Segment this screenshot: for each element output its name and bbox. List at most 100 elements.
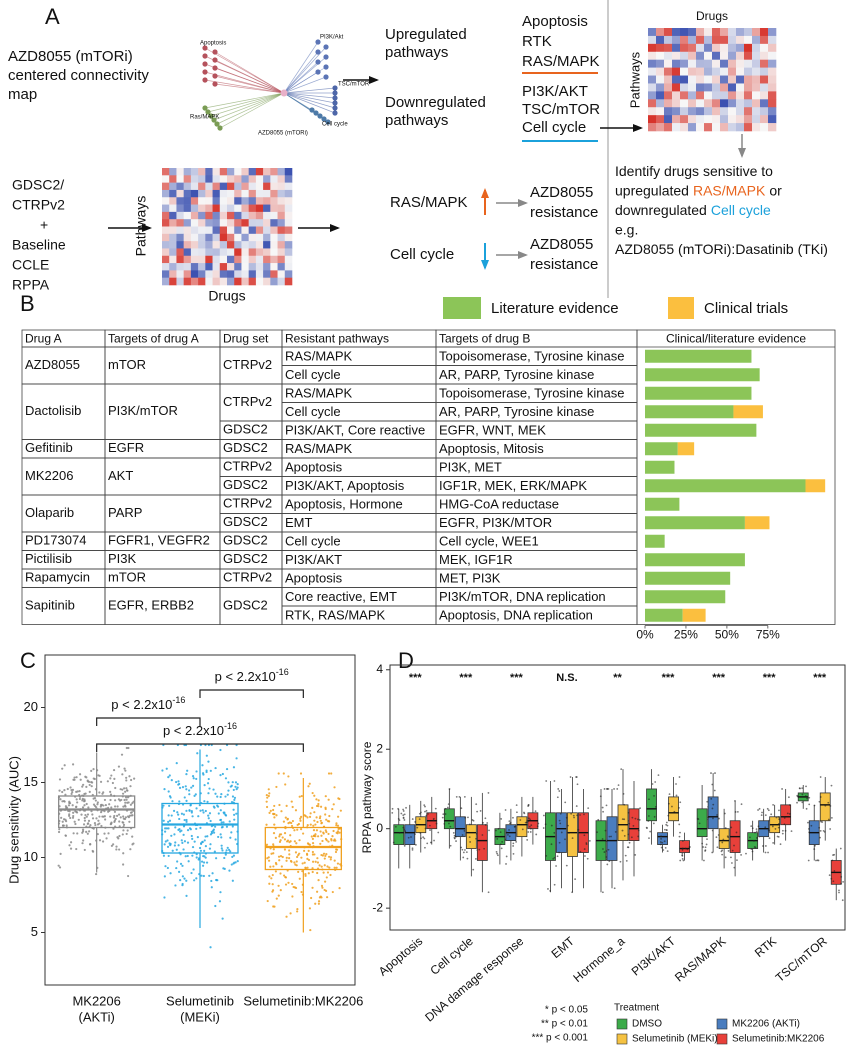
jitter-point <box>514 825 516 828</box>
jitter-point <box>273 804 276 808</box>
y-tick-label: 10 <box>24 849 38 864</box>
x-tick-label: Selumetinib:MK2206 <box>243 993 363 1008</box>
jitter-point <box>686 848 689 851</box>
jitter-point <box>433 839 435 842</box>
heatmap-cell <box>664 67 673 76</box>
jitter-point <box>730 826 733 829</box>
jitter-point <box>204 835 207 838</box>
heatmap-cell <box>241 255 249 264</box>
jitter-point <box>416 826 419 829</box>
jitter-point <box>195 877 198 880</box>
jitter-point <box>193 879 196 882</box>
x-tick-label: TSC/mTOR <box>773 934 830 985</box>
heatmap-cell <box>696 107 705 116</box>
heatmap-cell <box>234 189 242 198</box>
network-node <box>332 90 338 96</box>
heatmap-cell <box>234 182 242 191</box>
jitter-point <box>161 806 164 809</box>
jitter-point <box>311 867 314 870</box>
drug-a-targets: PI3K/mTOR <box>108 403 178 418</box>
jitter-point <box>201 864 205 867</box>
jitter-point <box>105 837 108 840</box>
heatmap-cell <box>672 59 681 68</box>
jitter-point <box>71 790 74 794</box>
jitter-point <box>628 841 631 844</box>
y-axis-label: RPPA pathway score <box>360 741 374 853</box>
heatmap-cell <box>680 28 689 37</box>
jitter-point <box>116 836 119 839</box>
heatmap-cell <box>227 168 235 176</box>
heatmap-cell <box>227 189 235 198</box>
jitter-point <box>183 796 186 799</box>
jitter-point <box>173 833 176 836</box>
jitter-point <box>335 822 338 825</box>
heatmap-cell <box>263 270 271 278</box>
jitter-point <box>673 810 676 813</box>
heatmap-cell <box>752 115 761 124</box>
table-header: Resistant pathways <box>285 332 389 346</box>
jitter-point <box>280 810 283 813</box>
heatmap-cell <box>169 233 177 242</box>
heatmap-cell <box>219 255 228 264</box>
heatmap-cell <box>277 277 286 286</box>
jitter-point <box>807 821 809 824</box>
jitter-point <box>219 818 223 821</box>
heatmap-cell <box>263 248 271 257</box>
heatmap-cell <box>227 241 235 249</box>
heatmap-cell <box>234 204 242 213</box>
network-edge <box>283 71 319 94</box>
x-tick-label: PI3K/AKT <box>629 934 679 979</box>
jitter-point <box>129 848 132 851</box>
jitter-point <box>79 778 82 781</box>
jitter-point <box>523 811 525 814</box>
jitter-point <box>832 880 835 883</box>
identify-segment: downregulated <box>615 202 707 218</box>
chart-title: Clinical/literature evidence <box>666 332 806 346</box>
jitter-point <box>423 837 426 840</box>
jitter-point <box>277 772 280 775</box>
jitter-point <box>85 815 88 818</box>
heatmap-cell <box>277 248 286 257</box>
jitter-point <box>558 841 561 844</box>
heatmap-cell <box>696 75 705 84</box>
jitter-point <box>449 844 452 847</box>
map-text: centered connectivity <box>8 67 149 84</box>
jitter-point <box>304 873 307 876</box>
heatmap-cell <box>664 115 673 124</box>
jitter-point <box>191 845 195 849</box>
jitter-point <box>211 872 214 875</box>
jitter-point <box>166 845 170 848</box>
heatmap-cell <box>248 233 257 242</box>
jitter-point <box>229 836 232 839</box>
resistant-pathway: Cell cycle <box>285 404 341 419</box>
jitter-point <box>273 823 276 826</box>
heatmap-cell <box>255 270 264 278</box>
jitter-point <box>529 827 532 830</box>
jitter-point <box>167 827 170 830</box>
jitter-point <box>324 854 327 858</box>
jitter-point <box>205 861 209 864</box>
jitter-point <box>57 830 61 834</box>
jitter-point <box>92 827 95 830</box>
jitter-point <box>277 855 281 858</box>
jitter-point <box>198 804 201 807</box>
jitter-point <box>745 852 747 855</box>
jitter-point <box>528 817 530 820</box>
jitter-point <box>230 863 233 866</box>
heatmap-cell <box>176 175 184 183</box>
jitter-point <box>512 816 514 819</box>
heatmap-cell <box>672 99 681 108</box>
jitter-point <box>207 792 210 795</box>
heatmap-cell <box>728 43 737 53</box>
jitter-point <box>231 855 234 859</box>
jitter-point <box>579 814 581 816</box>
jitter-point <box>558 851 561 854</box>
network-edge <box>283 51 319 94</box>
jitter-point <box>764 814 767 817</box>
jitter-point <box>110 844 114 847</box>
jitter-point <box>275 785 278 789</box>
network-node <box>332 95 338 101</box>
jitter-point <box>286 818 289 821</box>
jitter-point <box>168 804 171 807</box>
drug-b-targets: EGFR, PI3K/MTOR <box>439 515 552 530</box>
